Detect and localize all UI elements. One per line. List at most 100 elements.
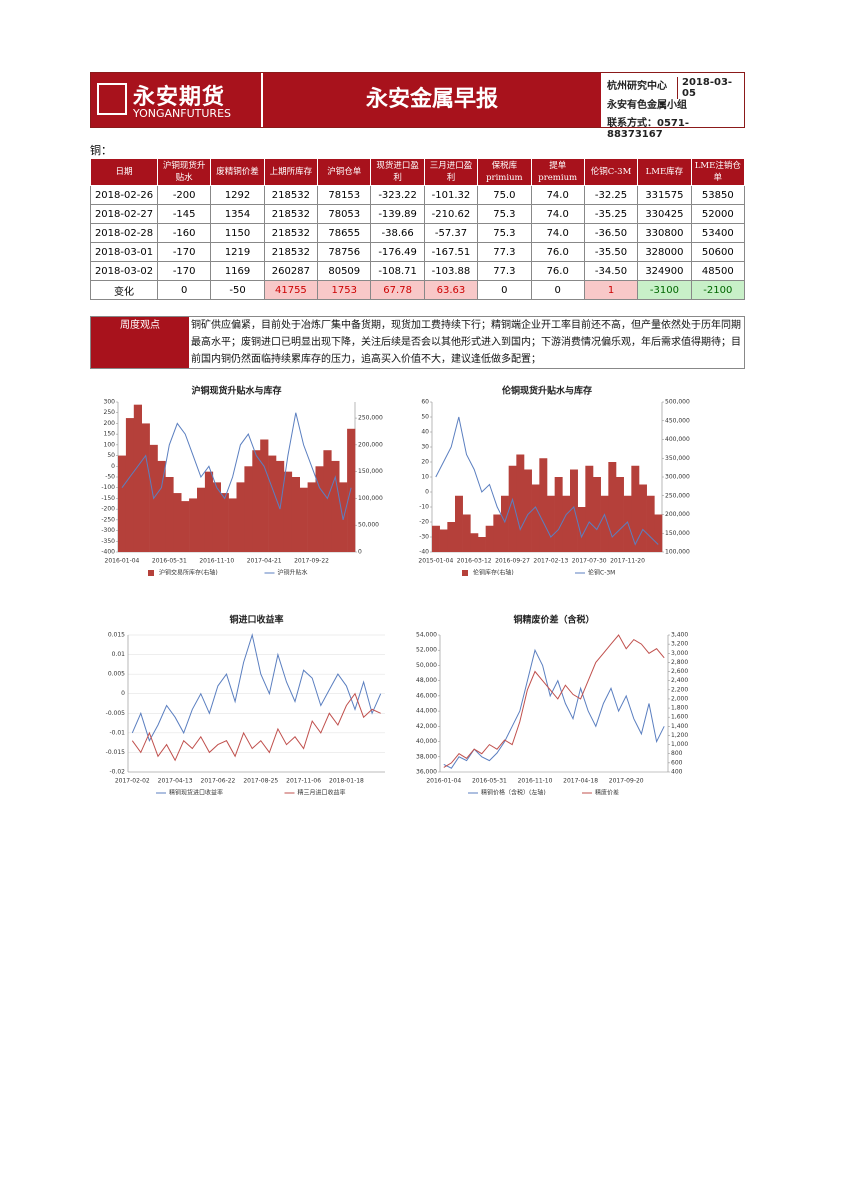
x-tick-label: 2017-06-22 [201,778,236,785]
y-tick-label: 50,000 [416,662,437,669]
x-tick-label: 2016-01-04 [426,778,461,785]
table-row: 2018-03-02 -170 1169 260287 80509 -108.71 -103… [90,261,746,281]
y2-tick-label: 200,000 [665,511,690,518]
bar [531,484,540,552]
bar [228,498,237,552]
y2-tick-label: 100,000 [358,495,383,502]
y2-tick-label: 1,800 [671,705,688,712]
x-tick-label: 2017-11-20 [610,558,645,565]
y-tick-label: 0.015 [108,632,125,639]
y2-tick-label: 200,000 [358,441,383,448]
bar [165,477,174,552]
y-tick-label: -0.015 [106,749,126,756]
bar [432,525,440,552]
y2-tick-label: 150,000 [665,530,690,537]
bar [524,469,532,552]
y2-tick-label: 450,000 [665,417,690,424]
x-tick-label: 2017-08-25 [243,778,278,785]
y-tick-label: -100 [101,484,115,491]
column-header: 沪铜仓单 [317,158,372,186]
y-tick-label: -40 [419,549,429,556]
bar [244,466,253,552]
table-cell: 1753 [317,280,372,300]
bar [616,477,624,552]
table-row: 2018-03-01 -170 1219 218532 78756 -176.49 -167… [90,242,746,262]
y-tick-label: -50 [105,474,115,481]
bar [323,450,332,552]
y-tick-label: 100 [104,441,116,448]
y2-tick-label: 300,000 [665,474,690,481]
y-tick-label: 20 [421,459,429,466]
bar [462,514,471,552]
legend-label: 伦铜库存(右轴) [473,569,514,577]
y-tick-label: -0.01 [109,729,125,736]
table-cell: 变化 [90,280,158,300]
y-tick-label: -300 [101,527,115,534]
y-tick-label: -200 [101,506,115,513]
bar [508,465,517,552]
chart-title: 铜精废价差（含税） [513,614,594,626]
chart-title: 沪铜现货升贴水与库存 [191,385,281,397]
x-tick-label: 2016-11-10 [518,778,553,785]
line-series [121,412,352,521]
header: 永安期货 YONGANFUTURES 永安金属早报 杭州研究中心 2018-03… [90,72,745,140]
y-tick-label: 150 [104,431,116,438]
y-tick-label: 0 [111,463,115,470]
y2-tick-label: 250,000 [358,415,383,422]
legend-label: 精铜现货进口收益率 [169,789,223,797]
bar [631,465,640,552]
x-tick-label: 2016-03-12 [457,558,492,565]
bar [539,458,548,552]
view-text: 铜矿供应偏紧，目前处于冶炼厂集中备货期，现货加工费持续下行；精铜端企业开工率目前… [191,320,741,365]
group: 永安有色金属小组 [607,100,687,111]
y2-tick-label: 2,000 [671,695,688,702]
legend-label: 精三月进口收益率 [298,789,346,797]
y2-tick-label: 2,600 [671,668,688,675]
x-tick-label: 2017-09-22 [294,558,329,565]
column-header: 提单 premium [530,158,585,186]
bar [173,493,182,552]
bar [493,514,502,552]
bar [118,455,127,552]
y-tick-label: -10 [419,504,429,511]
bar [268,455,277,552]
chart-title: 伦铜现货升贴水与库存 [502,385,592,397]
y2-tick-label: 50,000 [358,522,379,529]
line-series [443,634,665,768]
y-tick-label: 54,000 [416,632,437,639]
table-row: 变化 0 -50 41755 1753 67.78 63.63 0 0 1 -3100 -2100 [90,280,746,300]
y2-tick-label: 500,000 [665,399,690,406]
bar [547,495,555,552]
logo-name: 永安期货 [133,85,226,110]
y-tick-label: -20 [419,519,429,526]
x-tick-label: 2016-05-31 [472,778,507,785]
y-tick-label: -400 [101,549,115,556]
table-row: 2018-02-27 -145 1354 218532 78053 -139.89 -210… [90,204,746,224]
bar [577,507,586,552]
y-tick-label: -150 [101,495,115,502]
bar [554,477,563,552]
header-info: 杭州研究中心 2018-03-05 永安有色金属小组 联系方式：0571-883… [603,73,744,140]
x-tick-label: 2017-07-30 [572,558,607,565]
bar [600,495,609,552]
bar [570,469,578,552]
bar [455,495,463,552]
legend-swatch [462,570,468,576]
bar [125,418,135,552]
bar [593,477,601,552]
y2-tick-label: 150,000 [358,468,383,475]
y2-tick-label: 250,000 [665,492,690,499]
logo-mark [97,83,127,115]
y-tick-label: 0.01 [112,651,126,658]
bar [299,487,308,552]
bar [585,465,594,552]
bar [478,537,486,552]
column-header: 废精铜价差 [210,158,265,186]
line-series [131,633,382,742]
x-tick-label: 2016-11-10 [199,558,234,565]
y-tick-label: 30 [421,444,429,451]
bar [204,471,214,552]
header-row: 日期 沪铜现货升贴水 废精铜价差 上期所库存 沪铜仓单 现货进口盈利 三月进口盈利 保税库 p… [90,158,746,186]
y-tick-label: 38,000 [416,753,437,760]
